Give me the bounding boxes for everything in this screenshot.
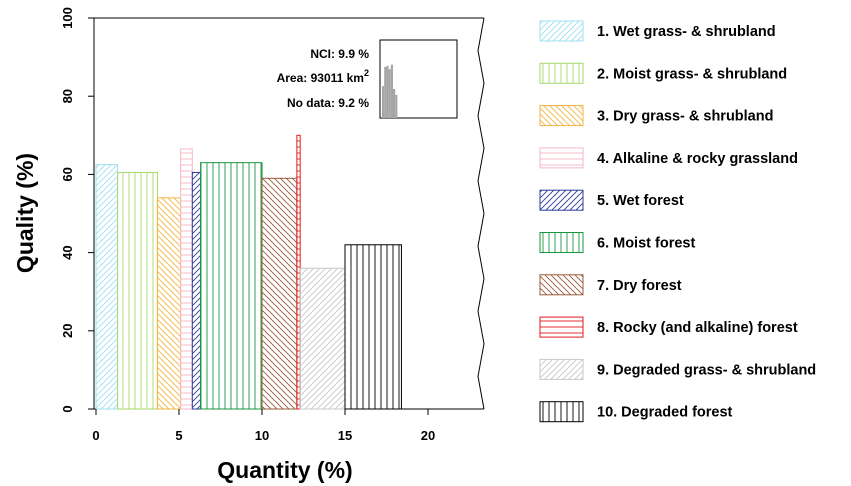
inset-histogram-bar [388, 69, 391, 118]
legend-label: 6. Moist forest [597, 236, 695, 252]
legend-label: 9. Degraded grass- & shrubland [597, 362, 816, 378]
bar-9 [299, 267, 346, 410]
bars-group [95, 134, 402, 410]
bar-6 [200, 162, 263, 410]
bar-5 [191, 171, 202, 410]
legend-swatch [539, 105, 584, 127]
x-tick-label: 5 [175, 428, 182, 443]
x-tick-label: 15 [338, 428, 352, 443]
inset-histogram-bar [390, 64, 393, 118]
y-tick-label: 100 [60, 7, 75, 29]
y-tick-label: 0 [60, 405, 75, 412]
inset-histogram-box [379, 39, 458, 119]
legend-item: 9. Degraded grass- & shrubland [539, 358, 816, 380]
legend-label: 8. Rocky (and alkaline) forest [597, 320, 798, 336]
legend-item: 8. Rocky (and alkaline) forest [539, 316, 798, 338]
inset-area-value: Area: 93011 km [277, 71, 364, 85]
bar-3 [156, 197, 182, 410]
y-axis: 0 20 40 60 80 100 [60, 7, 94, 413]
inset-histogram-bar [382, 86, 385, 118]
legend-label: 1. Wet grass- & shrubland [597, 24, 776, 40]
x-axis-title: Quantity (%) [217, 457, 352, 483]
y-tick-label: 40 [60, 245, 75, 259]
x-axis: 0 5 10 15 20 [92, 409, 435, 443]
legend-item: 10. Degraded forest [539, 401, 733, 423]
legend-label: 7. Dry forest [597, 278, 682, 294]
inset-histogram-bar [393, 89, 396, 118]
legend-swatch [539, 401, 584, 423]
legend-item: 1. Wet grass- & shrubland [539, 20, 776, 42]
y-tick-label: 60 [60, 167, 75, 181]
legend-label: 10. Degraded forest [597, 405, 733, 421]
bar-7 [261, 177, 298, 410]
legend-item: 6. Moist forest [539, 232, 695, 253]
legend-swatch [539, 232, 584, 253]
legend-item: 3. Dry grass- & shrubland [539, 105, 773, 127]
legend-swatch [539, 147, 584, 169]
inset-histogram-bar [384, 66, 387, 118]
y-tick-label: 20 [60, 324, 75, 338]
bar-10 [344, 244, 402, 410]
legend-item: 2. Moist grass- & shrubland [539, 62, 787, 84]
legend-swatch [539, 316, 584, 338]
legend-item: 5. Wet forest [539, 189, 684, 211]
inset-histogram-bar [395, 94, 398, 118]
inset-nci-text: NCI: 9.9 % [310, 47, 369, 61]
legend: 1. Wet grass- & shrubland 2. Moist grass-… [539, 20, 816, 423]
bar-2 [117, 171, 158, 410]
legend-swatch [539, 62, 584, 84]
legend-item: 4. Alkaline & rocky grassland [539, 147, 798, 169]
x-tick-label: 0 [92, 428, 99, 443]
x-tick-label: 10 [255, 428, 269, 443]
legend-label: 2. Moist grass- & shrubland [597, 66, 787, 82]
inset-area-unit-superscript: 2 [364, 68, 369, 78]
inset-panel: NCI: 9.9 % Area: 93011 km2 No data: 9.2 … [277, 39, 458, 119]
legend-label: 4. Alkaline & rocky grassland [597, 151, 798, 167]
legend-swatch [539, 189, 584, 211]
legend-swatch [539, 274, 584, 296]
x-tick-label: 20 [421, 428, 435, 443]
inset-histogram [382, 64, 398, 118]
inset-nodata-text: No data: 9.2 % [287, 96, 369, 110]
axis-break-line [477, 17, 485, 410]
legend-swatch [539, 20, 584, 42]
bar-4 [180, 148, 193, 410]
bar-1 [95, 164, 119, 410]
y-tick-label: 80 [60, 89, 75, 103]
legend-swatch [539, 358, 584, 380]
legend-label: 3. Dry grass- & shrubland [597, 109, 773, 125]
inset-histogram-bar [386, 65, 389, 118]
y-axis-title: Quality (%) [12, 153, 38, 273]
legend-item: 7. Dry forest [539, 274, 682, 296]
legend-label: 5. Wet forest [597, 193, 684, 209]
inset-area-text: Area: 93011 km2 [277, 68, 369, 85]
